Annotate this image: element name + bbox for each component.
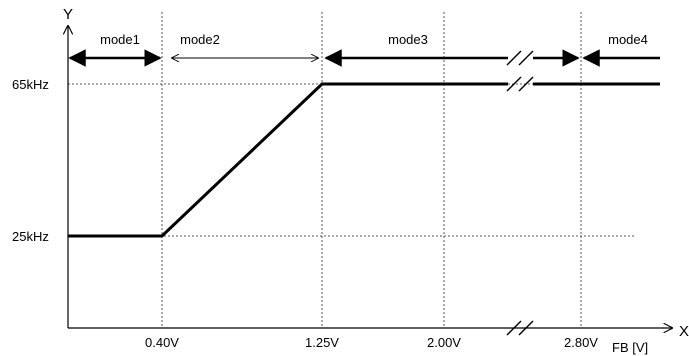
y-axis-letter: Y bbox=[63, 6, 73, 23]
x-tick-label-3: 2.80V bbox=[564, 335, 598, 350]
mode-arrow-break bbox=[506, 50, 534, 66]
x-axis-break bbox=[506, 320, 534, 336]
mode-arrow-break-stroke-1 bbox=[518, 50, 534, 66]
y-tick-label-0: 25kHz bbox=[12, 229, 49, 244]
y-tick-label-1: 65kHz bbox=[12, 77, 49, 92]
x-tick-label-2: 2.00V bbox=[427, 335, 461, 350]
mode-label-1: mode2 bbox=[180, 32, 220, 47]
x-tick-label-1: 1.25V bbox=[305, 335, 339, 350]
tick-labels: 0.40V 1.25V 2.00V 2.80V 25kHz 65kHz bbox=[12, 77, 598, 350]
axis-break-marks bbox=[506, 50, 534, 336]
x-axis-label: FB [V] bbox=[612, 340, 648, 355]
grid-lines bbox=[68, 12, 660, 328]
mode-annotations: mode1 mode2 mode3 mode4 bbox=[68, 32, 660, 67]
series-break bbox=[506, 76, 534, 92]
series bbox=[68, 82, 660, 238]
x-axis-break-stroke-1 bbox=[518, 320, 534, 336]
series-break-stroke-0 bbox=[506, 76, 522, 92]
mode-arrow-break-stroke-0 bbox=[506, 50, 522, 66]
x-axis-break-stroke-0 bbox=[506, 320, 522, 336]
x-axis-letter: X bbox=[679, 323, 689, 340]
mode-label-3: mode4 bbox=[608, 32, 648, 47]
series-line bbox=[68, 82, 508, 238]
mode-label-2: mode3 bbox=[388, 32, 428, 47]
series-break-stroke-1 bbox=[518, 76, 534, 92]
mode-label-0: mode1 bbox=[100, 32, 140, 47]
x-tick-label-0: 0.40V bbox=[145, 335, 179, 350]
